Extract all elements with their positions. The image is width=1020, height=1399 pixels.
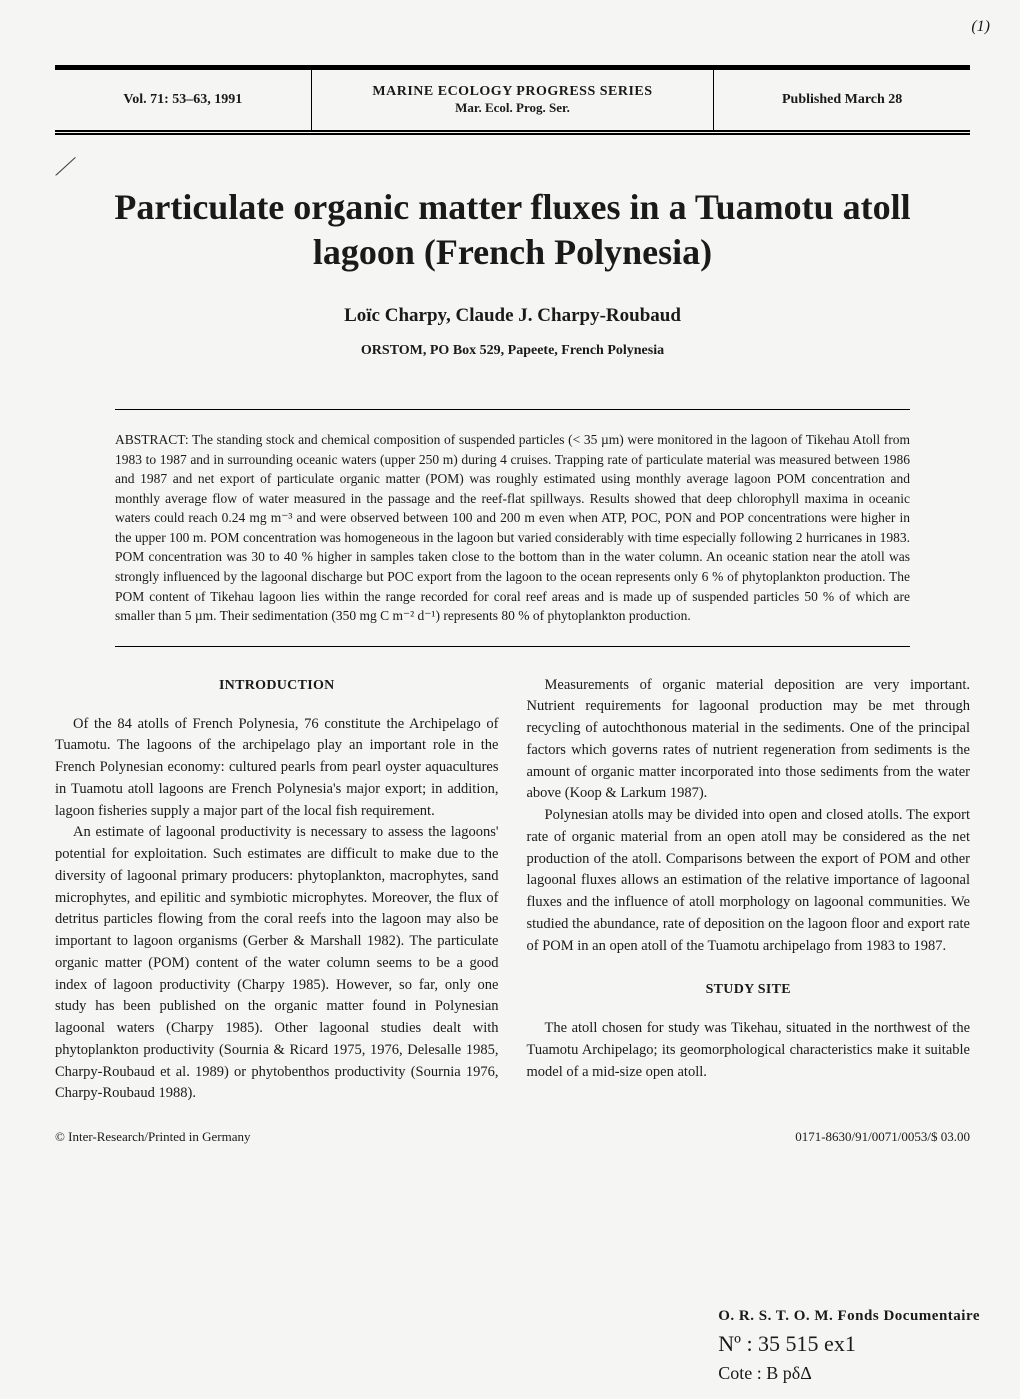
library-stamp: O. R. S. T. O. M. Fonds Documentaire Nº … bbox=[718, 1305, 980, 1388]
article-title: Particulate organic matter fluxes in a T… bbox=[55, 185, 970, 275]
introduction-heading: INTRODUCTION bbox=[55, 675, 499, 696]
stamp-line-1: O. R. S. T. O. M. Fonds Documentaire bbox=[718, 1305, 980, 1328]
copyright: © Inter-Research/Printed in Germany bbox=[55, 1129, 251, 1145]
journal-header: Vol. 71: 53–63, 1991 MARINE ECOLOGY PROG… bbox=[55, 70, 970, 135]
stamp-line-3: Cote : B pδΔ bbox=[718, 1360, 980, 1387]
right-para-1: Measurements of organic material deposit… bbox=[527, 675, 971, 806]
series-abbrev: Mar. Ecol. Prog. Ser. bbox=[320, 100, 706, 116]
publication-code: 0171-8630/91/0071/0053/$ 03.00 bbox=[795, 1129, 970, 1145]
page-mark: (1) bbox=[971, 18, 990, 36]
abstract-text: ABSTRACT: The standing stock and chemica… bbox=[115, 430, 910, 626]
published-date: Published March 28 bbox=[714, 70, 970, 133]
series-title: MARINE ECOLOGY PROGRESS SERIES bbox=[320, 84, 706, 100]
intro-para-1: Of the 84 atolls of French Polynesia, 76… bbox=[55, 714, 499, 823]
intro-para-2: An estimate of lagoonal productivity is … bbox=[55, 822, 499, 1105]
body-columns: INTRODUCTION Of the 84 atolls of French … bbox=[55, 675, 970, 1106]
abstract-block: ABSTRACT: The standing stock and chemica… bbox=[115, 409, 910, 647]
abstract-label: ABSTRACT: bbox=[115, 432, 192, 447]
right-column: Measurements of organic material deposit… bbox=[527, 675, 971, 1106]
authors: Loïc Charpy, Claude J. Charpy-Roubaud bbox=[55, 305, 970, 327]
abstract-body: The standing stock and chemical composit… bbox=[115, 432, 910, 623]
study-site-heading: STUDY SITE bbox=[527, 979, 971, 1000]
footer: © Inter-Research/Printed in Germany 0171… bbox=[55, 1129, 970, 1145]
affiliation: ORSTOM, PO Box 529, Papeete, French Poly… bbox=[55, 343, 970, 359]
handwritten-mark: ⟋ bbox=[55, 155, 72, 182]
right-para-2: Polynesian atolls may be divided into op… bbox=[527, 805, 971, 957]
study-para-1: The atoll chosen for study was Tikehau, … bbox=[527, 1018, 971, 1083]
volume-info: Vol. 71: 53–63, 1991 bbox=[55, 70, 311, 133]
left-column: INTRODUCTION Of the 84 atolls of French … bbox=[55, 675, 499, 1106]
stamp-line-2: Nº : 35 515 ex1 bbox=[718, 1327, 980, 1360]
series-cell: MARINE ECOLOGY PROGRESS SERIES Mar. Ecol… bbox=[311, 70, 714, 133]
